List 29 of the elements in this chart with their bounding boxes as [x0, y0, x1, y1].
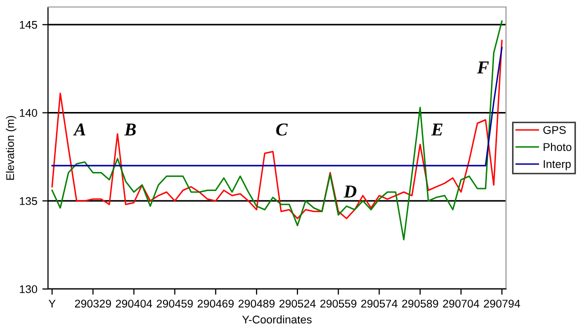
x-tick-label: 290459 [156, 300, 193, 308]
annotation: B [124, 124, 136, 136]
x-tick-label: 290704 [443, 300, 480, 308]
x-tick-label: 290489 [238, 300, 275, 308]
x-tick-label: 290404 [116, 300, 152, 308]
y-tick-label: 145 [20, 21, 38, 29]
legend-label: GPS [543, 126, 566, 134]
y-tick-label: 135 [20, 197, 38, 206]
x-tick-label: Y [48, 300, 56, 308]
y-tick-label: 130 [20, 285, 38, 294]
x-axis-title: Y-Coordinates [242, 315, 312, 324]
x-tick-label: 290469 [198, 300, 234, 308]
x-tick-label: 290524 [279, 300, 316, 308]
line-series [51, 40, 503, 220]
annotation: C [276, 123, 288, 136]
annotation: E [431, 124, 442, 136]
line-series [51, 20, 503, 240]
x-tick-label: 290329 [75, 300, 111, 308]
legend-label: Photo [544, 142, 572, 151]
x-tick-label: 290574 [361, 300, 398, 308]
x-tick-label: 290794 [484, 300, 520, 308]
x-tick-label: 290589 [402, 300, 438, 308]
annotation: D [344, 186, 356, 198]
annotation: A [73, 124, 86, 136]
annotation: F [477, 62, 489, 74]
y-axis-title: Elevation (m) [6, 116, 16, 180]
legend-label: Interp [544, 160, 571, 170]
y-tick-label: 140 [20, 109, 38, 117]
x-tick-label: 290559 [320, 300, 356, 308]
